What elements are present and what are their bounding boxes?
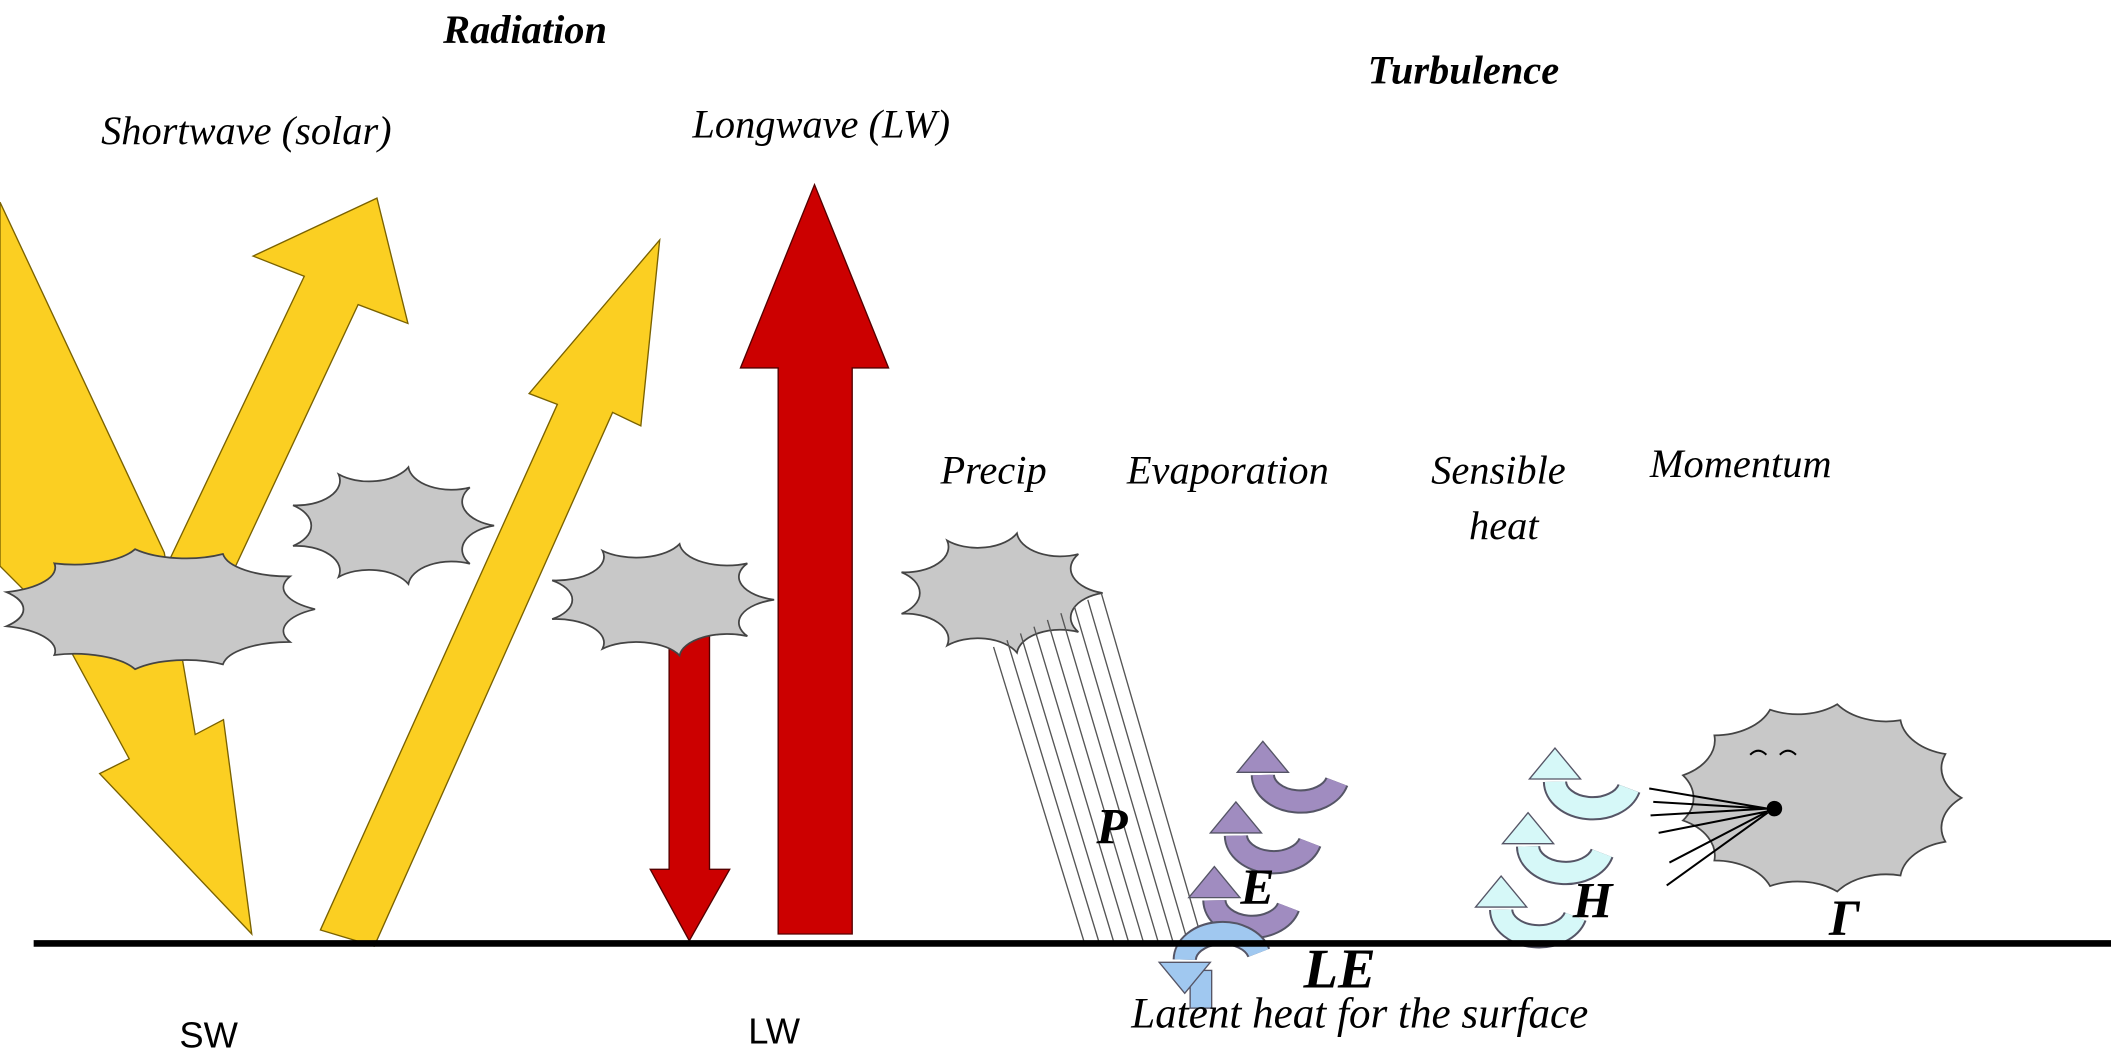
lw-label: LW — [748, 1010, 800, 1051]
curl-arrow — [1502, 813, 1602, 873]
cloud — [552, 544, 774, 655]
rain-line — [1101, 593, 1202, 941]
turbulence-title: Turbulence — [1368, 47, 1560, 92]
sensible-label: heat — [1469, 503, 1540, 548]
curl-head — [1210, 802, 1261, 833]
rain-line — [1088, 600, 1188, 941]
curl-head — [1502, 813, 1553, 844]
precip-label: Precip — [939, 448, 1046, 493]
curl-head — [1237, 741, 1288, 772]
h-symbol: H — [1572, 872, 1615, 929]
rain-line — [994, 647, 1084, 941]
rain-line — [1007, 640, 1099, 941]
curl-arrow — [1476, 876, 1576, 936]
latent-heat-label: Latent heat for the surface — [1130, 990, 1588, 1037]
cloud — [293, 467, 494, 584]
curl-head — [1529, 748, 1580, 779]
gamma-symbol: Γ — [1828, 890, 1861, 947]
shortwave-label: Shortwave (solar) — [101, 108, 392, 153]
cloud — [902, 533, 1103, 652]
cloud — [1683, 704, 1962, 891]
lw-down-arrow — [650, 633, 729, 940]
momentum-label: Momentum — [1649, 441, 1832, 486]
rain-line — [1020, 633, 1113, 940]
rain — [994, 593, 1203, 941]
curl-arrows — [1159, 741, 1629, 1008]
curl-head — [1476, 876, 1527, 907]
radiation-title: Radiation — [442, 7, 607, 52]
page: Radiation Turbulence Shortwave (solar) L… — [0, 0, 2111, 1058]
lw-up-arrow — [740, 185, 888, 934]
sw-label: SW — [179, 1014, 238, 1055]
rain-line — [1047, 620, 1143, 941]
rain-line — [1034, 627, 1128, 941]
e-symbol: E — [1239, 859, 1274, 916]
longwave-label: Longwave (LW) — [691, 101, 950, 146]
rain-line — [1074, 606, 1172, 940]
sensible-label: Sensible — [1431, 448, 1566, 493]
diagram: Radiation Turbulence Shortwave (solar) L… — [0, 0, 2111, 1058]
curl-head — [1189, 867, 1240, 898]
rain-line — [1061, 613, 1158, 941]
mouth — [1768, 802, 1781, 815]
clouds — [6, 467, 1961, 891]
p-symbol: P — [1095, 798, 1128, 855]
curl-arrow — [1237, 741, 1337, 801]
curl-arrow — [1529, 748, 1629, 808]
evaporation-label: Evaporation — [1126, 448, 1329, 493]
